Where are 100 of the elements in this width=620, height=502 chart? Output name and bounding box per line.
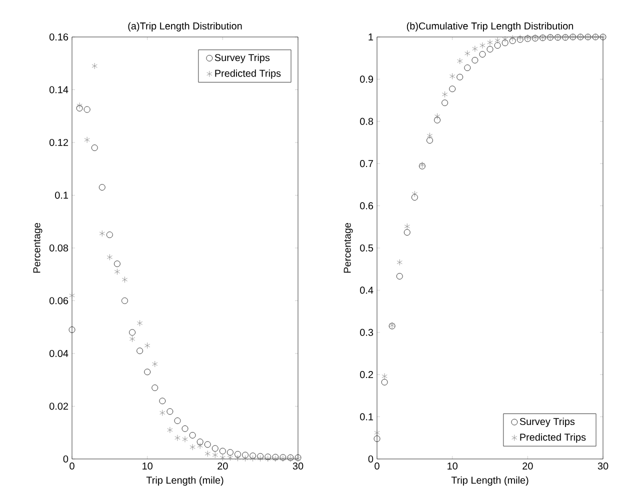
x-tick-label: 10 (142, 462, 152, 470)
point (84, 106, 90, 113)
y-tick-label: 0.06 (49, 297, 68, 304)
y-tick-label: 0.9 (360, 76, 374, 83)
point (227, 454, 234, 461)
point (106, 232, 113, 238)
point (426, 132, 433, 139)
y-tick-label: 0.02 (49, 402, 68, 410)
point (84, 136, 90, 144)
point (144, 368, 151, 376)
point (189, 432, 196, 438)
point (136, 348, 144, 354)
point (197, 442, 203, 449)
point (502, 40, 508, 46)
point (160, 410, 166, 416)
legend-label: Survey Trips (520, 418, 575, 428)
point (220, 454, 226, 461)
y-tick-label: 0.5 (360, 244, 374, 252)
point (174, 418, 181, 424)
point (144, 342, 150, 349)
point (114, 260, 120, 268)
y-tick-label: 0.6 (360, 202, 374, 210)
point (122, 298, 128, 304)
point (442, 91, 448, 98)
y-tick-label: 0 (368, 455, 374, 463)
point (212, 445, 218, 452)
x-tick-label: 0 (70, 462, 74, 470)
point (106, 254, 112, 260)
x-tick-label: 20 (218, 462, 228, 470)
legend-label: Predicted Trips (520, 433, 586, 443)
point (472, 56, 478, 64)
point (167, 426, 173, 434)
y-tick-label: 0.04 (49, 350, 68, 358)
point (412, 190, 418, 198)
point (204, 441, 211, 448)
x-tick-label: 30 (292, 462, 304, 470)
point (472, 46, 478, 52)
y-tick-label: 1 (368, 34, 374, 40)
point (456, 74, 464, 80)
point (479, 51, 486, 58)
point (464, 50, 470, 57)
point (174, 434, 180, 442)
point (396, 259, 402, 266)
point (219, 448, 226, 454)
point (76, 102, 82, 109)
point (152, 360, 158, 368)
point (487, 39, 493, 46)
point (92, 62, 98, 70)
y-tick-label: 0 (63, 455, 68, 463)
point (122, 276, 128, 283)
point (502, 36, 508, 42)
point (374, 430, 380, 436)
point (510, 35, 516, 42)
point (68, 326, 76, 333)
point (250, 452, 256, 460)
y-tick-label: 0.7 (360, 160, 373, 168)
point (227, 449, 234, 456)
point (99, 230, 105, 237)
point (129, 329, 136, 336)
point (114, 268, 120, 275)
y-tick-label: 0.08 (49, 244, 68, 252)
x-tick-label: 30 (598, 462, 608, 470)
point (242, 455, 248, 462)
point (426, 137, 433, 144)
x-tick-label: 0 (374, 462, 380, 470)
y-tick-label: 0.12 (49, 138, 68, 146)
point (434, 116, 440, 124)
y-tick-label: 0.14 (49, 86, 68, 94)
point (374, 436, 380, 442)
x-tick-label: 20 (522, 462, 533, 470)
point (509, 38, 516, 44)
legend-label: Predicted Trips (215, 70, 281, 79)
point (129, 336, 136, 342)
point (204, 450, 210, 457)
point (250, 455, 256, 462)
point (486, 46, 494, 52)
point (404, 229, 410, 236)
point (411, 194, 418, 201)
point (98, 184, 106, 191)
point (382, 373, 388, 380)
y-tick-label: 0.16 (49, 33, 68, 41)
point (480, 42, 486, 49)
point (450, 73, 456, 80)
y-tick-label: 0.1 (55, 192, 68, 199)
y-tick-label: 0.3 (360, 328, 374, 336)
point (234, 451, 241, 458)
x-tick-label: 10 (448, 462, 458, 470)
y-axis-title: Percentage (344, 222, 353, 273)
point (76, 105, 83, 112)
y-tick-label: 0.8 (360, 118, 374, 125)
point (242, 452, 248, 458)
point (464, 64, 471, 71)
y-axis-title: Percentage (33, 222, 42, 273)
point (442, 100, 448, 106)
point (434, 113, 440, 120)
point (234, 454, 241, 462)
point (69, 292, 75, 299)
point (159, 398, 166, 404)
x-axis-title: Trip Length (mile) (146, 476, 224, 486)
x-axis-title: Trip Length (mile) (451, 476, 528, 486)
